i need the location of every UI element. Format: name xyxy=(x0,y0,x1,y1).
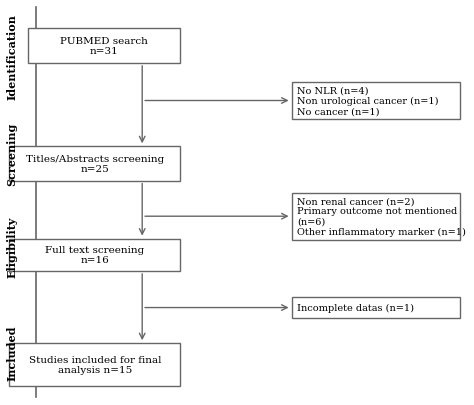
Text: Full text screening
n=16: Full text screening n=16 xyxy=(45,245,145,265)
Text: No NLR (n=4)
Non urological cancer (n=1)
No cancer (n=1): No NLR (n=4) Non urological cancer (n=1)… xyxy=(297,86,439,116)
Text: Included: Included xyxy=(6,325,18,380)
Text: Screening: Screening xyxy=(6,122,18,185)
Text: Non renal cancer (n=2)
Primary outcome not mentioned
(n=6)
Other inflammatory ma: Non renal cancer (n=2) Primary outcome n… xyxy=(297,196,466,237)
FancyBboxPatch shape xyxy=(292,193,460,240)
Text: Titles/Abstracts screening
n=25: Titles/Abstracts screening n=25 xyxy=(26,154,164,174)
FancyBboxPatch shape xyxy=(9,239,180,271)
Text: Incomplete datas (n=1): Incomplete datas (n=1) xyxy=(297,303,414,312)
FancyBboxPatch shape xyxy=(292,83,460,119)
Text: Eligibility: Eligibility xyxy=(6,216,18,278)
Text: Identification: Identification xyxy=(6,14,18,100)
Text: PUBMED search
n=31: PUBMED search n=31 xyxy=(60,37,148,56)
FancyBboxPatch shape xyxy=(28,30,180,64)
FancyBboxPatch shape xyxy=(292,298,460,318)
Text: Studies included for final
analysis n=15: Studies included for final analysis n=15 xyxy=(28,355,161,374)
FancyBboxPatch shape xyxy=(9,343,180,386)
FancyBboxPatch shape xyxy=(9,147,180,181)
